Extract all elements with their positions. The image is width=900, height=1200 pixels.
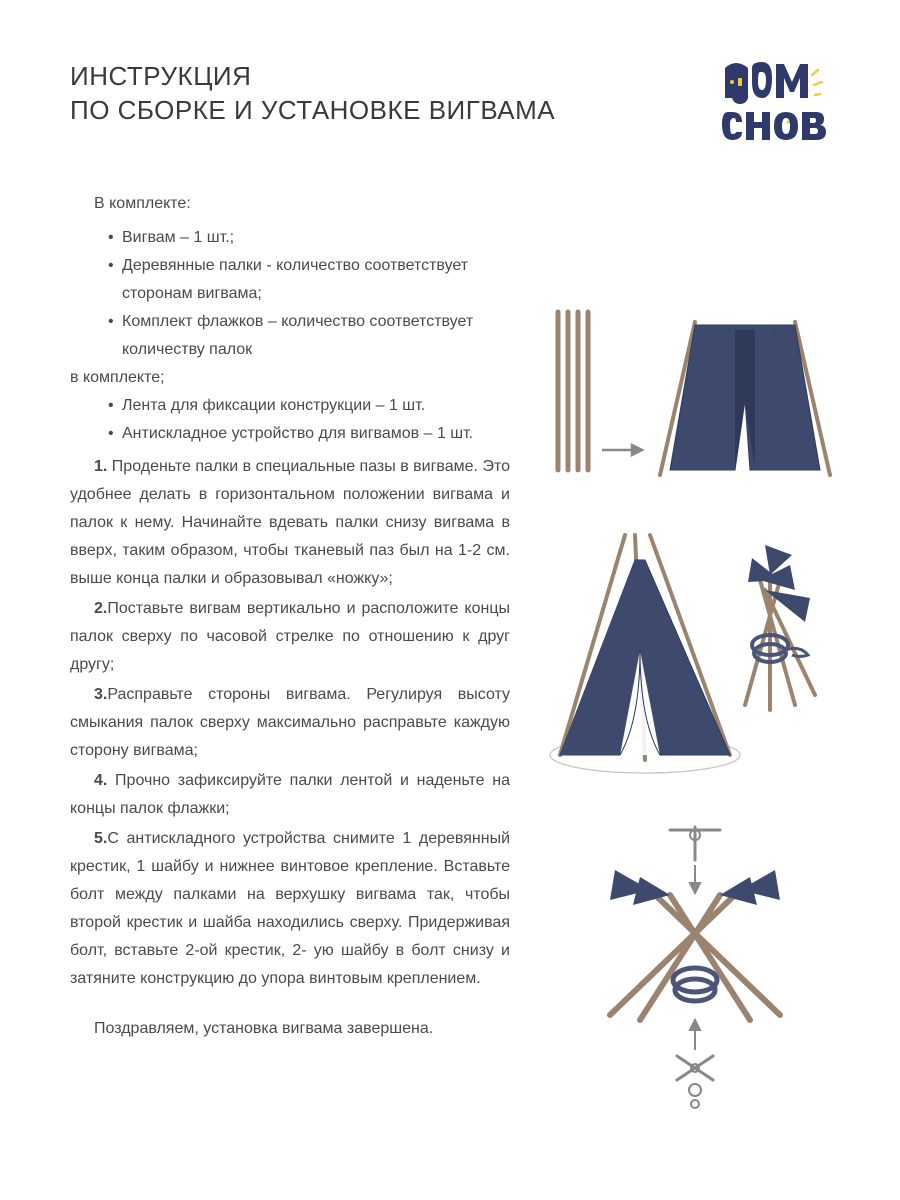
kit-item: Антискладное устройство для вигвамов – 1…	[70, 420, 525, 448]
kit-item: Вигвам – 1 шт.;	[70, 224, 525, 252]
brand-logo	[720, 60, 850, 160]
step-number: 2.	[94, 600, 107, 617]
step: 1. Проденьте палки в специальные пазы в …	[70, 453, 510, 593]
step-text: Расправьте стороны вигвама. Регулируя вы…	[70, 686, 510, 759]
kit-item: Лента для фиксации конструкции – 1 шт.	[70, 392, 525, 420]
illustration-step-5	[540, 810, 850, 1115]
step-text: Поставьте вигвам вертикально и расположи…	[70, 600, 510, 673]
kit-list: Вигвам – 1 шт.; Деревянные палки - колич…	[70, 224, 525, 448]
step-number: 5.	[94, 830, 107, 847]
text-column: В комплекте: Вигвам – 1 шт.; Деревянные …	[70, 190, 525, 1115]
steps-list: 1. Проденьте палки в специальные пазы в …	[70, 453, 510, 993]
step: 2.Поставьте вигвам вертикально и располо…	[70, 595, 510, 679]
step: 3.Расправьте стороны вигвама. Регулируя …	[70, 681, 510, 765]
title-line-1: ИНСТРУКЦИЯ	[70, 61, 251, 91]
step: 4. Прочно зафиксируйте палки лентой и на…	[70, 767, 510, 823]
kit-label: В комплекте:	[70, 190, 525, 218]
step-text: Прочно зафиксируйте палки лентой и наден…	[70, 772, 510, 817]
kit-item-wrap: в комплекте;	[70, 364, 525, 392]
step-number: 4.	[94, 772, 107, 789]
illustration-step-2-3-4	[540, 520, 850, 785]
kit-item: Комплект флажков – количество соответств…	[70, 308, 525, 364]
step-number: 3.	[94, 686, 107, 703]
illustrations-column	[540, 190, 850, 1115]
page-title: ИНСТРУКЦИЯ ПО СБОРКЕ И УСТАНОВКЕ ВИГВАМА	[70, 60, 555, 128]
illustration-step-1	[540, 300, 850, 495]
step-text: С антискладного устройства снимите 1 дер…	[70, 830, 510, 987]
step-text: Проденьте палки в специальные пазы в виг…	[70, 458, 510, 587]
step-number: 1.	[94, 458, 107, 475]
title-line-2: ПО СБОРКЕ И УСТАНОВКЕ ВИГВАМА	[70, 95, 555, 125]
step: 5.С антискладного устройства снимите 1 д…	[70, 825, 510, 993]
closing-text: Поздравляем, установка вигвама завершена…	[70, 1015, 525, 1043]
kit-item: Деревянные палки - количество соответств…	[70, 252, 525, 308]
